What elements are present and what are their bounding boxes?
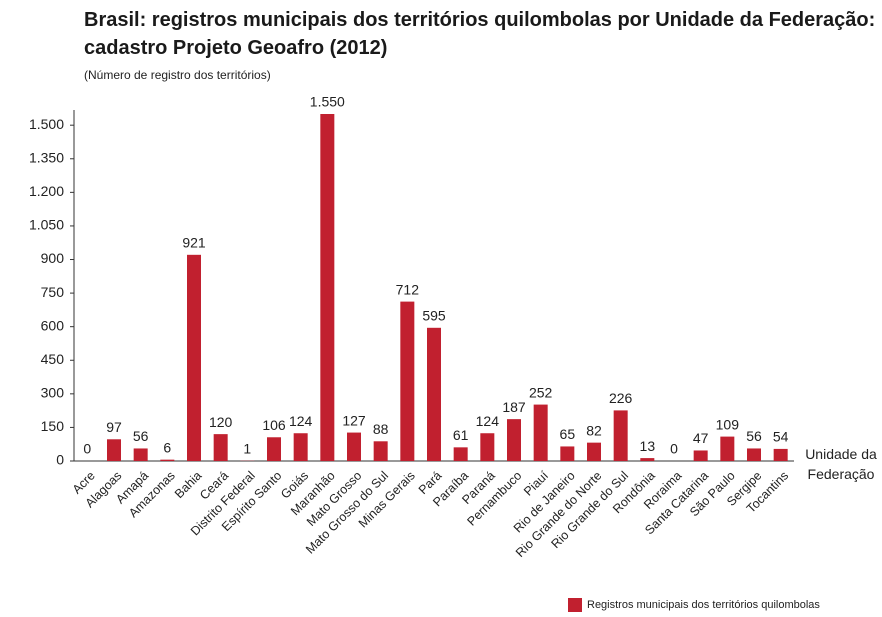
bar <box>427 327 441 461</box>
y-tick-label: 600 <box>41 317 65 333</box>
x-axis-label: Unidade da Federação <box>805 446 877 482</box>
value-label: 88 <box>373 421 389 437</box>
value-label: 226 <box>609 390 633 406</box>
y-tick-label: 0 <box>56 452 64 468</box>
bar <box>213 434 228 461</box>
value-label: 56 <box>133 428 149 444</box>
value-label: 65 <box>560 426 576 442</box>
chart-title: Brasil: registros municipais dos territó… <box>84 9 875 31</box>
chart-title: cadastro Projeto Geoafro (2012) <box>84 37 387 59</box>
value-label: 97 <box>106 419 122 435</box>
bar <box>160 459 175 461</box>
value-label: 54 <box>773 429 789 445</box>
y-tick-label: 1.500 <box>29 116 64 132</box>
value-label: 187 <box>502 399 526 415</box>
y-tick-label: 150 <box>41 418 65 434</box>
bar <box>293 433 308 461</box>
bar <box>400 301 415 461</box>
chart-subtitle: (Número de registro dos territórios) <box>84 68 271 82</box>
bar <box>187 254 201 461</box>
bar <box>640 458 655 461</box>
y-tick-label: 300 <box>41 385 65 401</box>
bar <box>720 436 735 461</box>
value-label: 0 <box>83 441 91 457</box>
y-tick-label: 750 <box>41 284 65 300</box>
value-label: 109 <box>716 416 740 432</box>
bar <box>560 446 575 461</box>
bar <box>373 441 388 461</box>
y-tick-label: 900 <box>41 250 65 266</box>
bar <box>587 442 601 461</box>
bar <box>533 404 548 461</box>
y-tick-label: 450 <box>41 351 65 367</box>
bar <box>107 439 121 461</box>
value-label: 47 <box>693 430 709 446</box>
value-label: 106 <box>262 417 286 433</box>
value-label: 120 <box>209 414 233 430</box>
value-label: 6 <box>163 439 171 455</box>
y-tick-label: 1.350 <box>29 149 64 165</box>
value-label: 595 <box>422 307 446 323</box>
bar <box>347 432 361 461</box>
value-label: 252 <box>529 384 553 400</box>
value-label: 82 <box>586 422 602 438</box>
bar <box>507 419 521 461</box>
y-tick-label: 1.050 <box>29 217 64 233</box>
bar <box>320 114 335 461</box>
value-label: 61 <box>453 427 469 443</box>
y-tick-label: 1.200 <box>29 183 64 199</box>
value-label: 127 <box>342 412 366 428</box>
value-label: 0 <box>670 441 678 457</box>
value-label: 124 <box>476 413 500 429</box>
bar <box>133 448 148 461</box>
value-label: 921 <box>182 235 206 251</box>
value-label: 13 <box>640 438 656 454</box>
x-axis-label-box: Unidade da Federação <box>805 446 877 482</box>
bar <box>747 448 761 461</box>
legend-label: Registros municipais dos territórios qui… <box>587 599 820 611</box>
bar <box>613 410 628 461</box>
bar <box>773 448 788 461</box>
value-label: 124 <box>289 413 313 429</box>
value-label: 1 <box>243 440 251 456</box>
bar <box>453 447 468 461</box>
bar <box>480 433 495 461</box>
value-label: 56 <box>746 428 762 444</box>
bar <box>267 437 281 461</box>
value-label: 1.550 <box>310 94 345 110</box>
bar <box>693 450 708 461</box>
legend-swatch <box>568 598 582 612</box>
value-label: 712 <box>396 281 420 297</box>
